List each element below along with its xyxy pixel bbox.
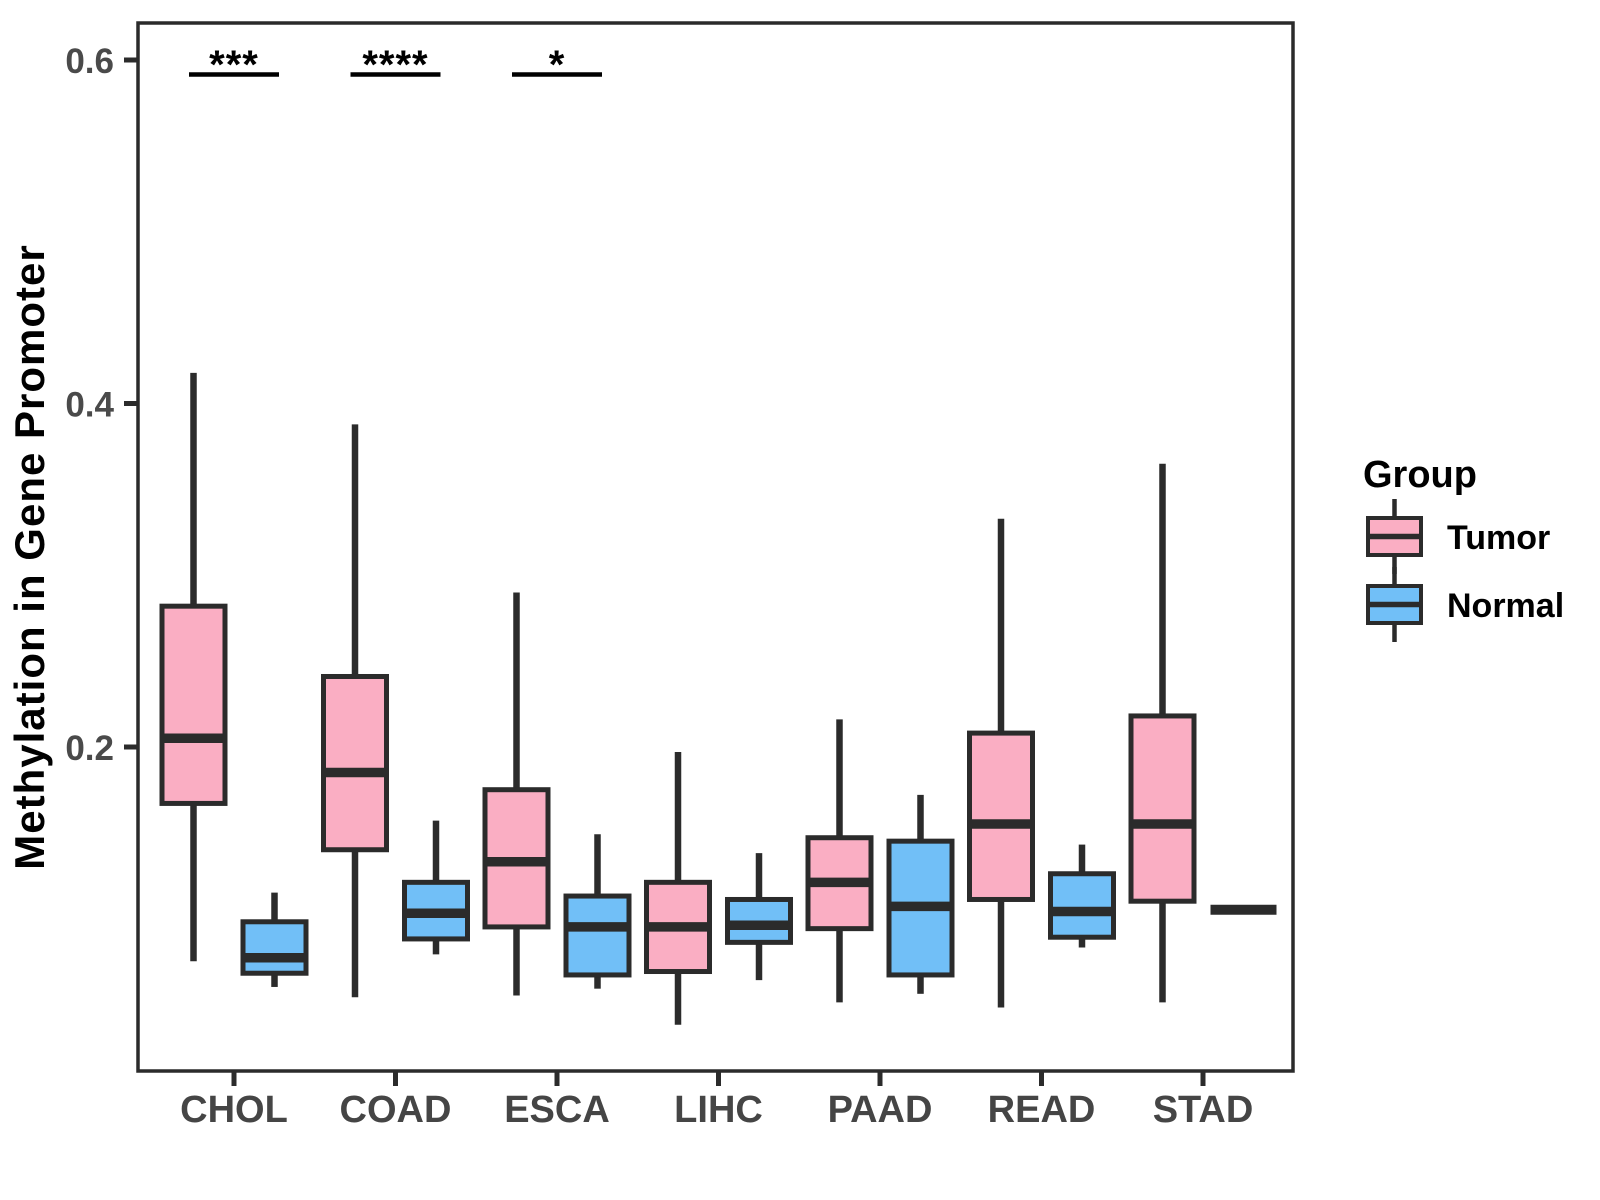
significance-annotations: *** **** * — [189, 43, 602, 87]
x-label-lihc: LIHC — [674, 1089, 763, 1131]
x-axis: CHOL COAD ESCA LIHC PAAD READ STAD — [180, 1071, 1253, 1131]
iqr-box — [1128, 713, 1197, 904]
x-label-esca: ESCA — [504, 1089, 610, 1131]
plot-panel — [136, 21, 1295, 1073]
legend-label-tumor: Tumor — [1447, 519, 1550, 557]
x-label-read: READ — [988, 1089, 1096, 1131]
x-label-coad: COAD — [340, 1089, 452, 1131]
iqr-box — [240, 919, 309, 976]
legend-key-normal: Normal — [1366, 567, 1564, 642]
box-coad-normal — [402, 820, 470, 955]
iqr-box — [563, 893, 632, 978]
box-esca-tumor — [482, 592, 551, 996]
iqr-box — [321, 673, 389, 853]
y-tick-label-0.2: 0.2 — [65, 729, 114, 768]
iqr-box — [159, 603, 228, 806]
boxes-layer — [159, 372, 1277, 1025]
box-read-tumor — [967, 518, 1035, 1008]
significance-stars-esca: * — [549, 43, 566, 87]
y-tick-label-0.6: 0.6 — [65, 42, 114, 81]
box-chol-tumor — [159, 372, 228, 962]
legend: Group Tumor Normal — [1363, 454, 1564, 642]
iqr-box — [967, 730, 1035, 902]
legend-key-tumor: Tumor — [1366, 499, 1550, 574]
box-lihc-tumor — [644, 751, 712, 1025]
box-coad-tumor — [321, 424, 389, 998]
box-paad-normal — [886, 794, 955, 994]
x-label-chol: CHOL — [180, 1089, 288, 1131]
box-stad-tumor — [1128, 463, 1197, 1003]
significance-stars-coad: **** — [362, 43, 428, 87]
legend-title: Group — [1363, 454, 1477, 496]
box-chol-normal — [240, 892, 309, 987]
y-axis-title: Methylation in Gene Promoter — [6, 244, 53, 869]
iqr-box — [1048, 871, 1116, 940]
significance-stars-chol: *** — [209, 43, 259, 87]
box-esca-normal — [563, 834, 632, 989]
y-axis: 0.2 0.4 0.6 — [65, 42, 138, 768]
y-tick-label-0.4: 0.4 — [65, 386, 114, 425]
x-label-paad: PAAD — [828, 1089, 933, 1131]
legend-label-normal: Normal — [1447, 587, 1564, 625]
box-read-normal — [1048, 844, 1116, 948]
box-lihc-normal — [725, 853, 793, 981]
x-label-stad: STAD — [1153, 1089, 1254, 1131]
box-paad-tumor — [805, 719, 874, 1003]
